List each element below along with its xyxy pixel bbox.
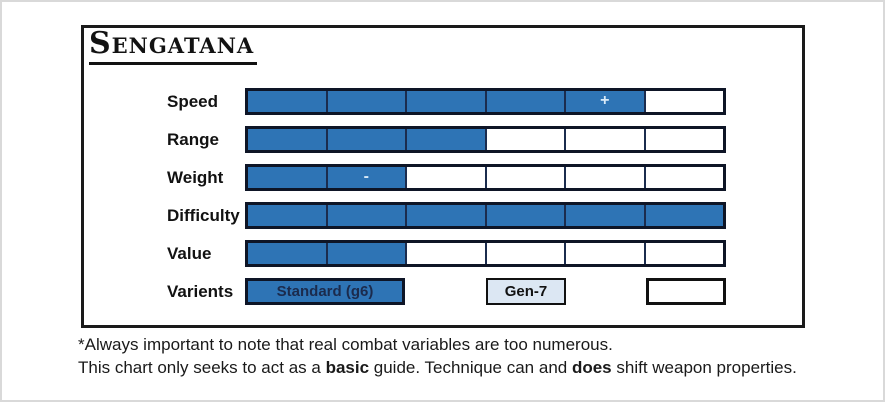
- footnote-line-1: *Always important to note that real comb…: [78, 335, 613, 354]
- stat-label-speed: Speed: [167, 92, 219, 111]
- bar-segment: [405, 91, 485, 112]
- bar-segment: [248, 167, 326, 188]
- bar-segment: [564, 167, 644, 188]
- bar-segment: [405, 129, 485, 150]
- bar-segment: -: [325, 167, 405, 188]
- bar-segment: [405, 243, 485, 264]
- bar-segment: [564, 243, 644, 264]
- bar-segment: [564, 205, 644, 226]
- stat-label-difficulty: Difficulty: [167, 206, 240, 225]
- bar-segment: [484, 205, 564, 226]
- bar-segment: [248, 205, 326, 226]
- stat-bar-difficulty: [245, 202, 726, 229]
- bar-segment: [643, 91, 723, 112]
- bar-segment: [643, 243, 723, 264]
- stat-label-varients: Varients: [167, 282, 234, 301]
- footnote-line-2: This chart only seeks to act as a basic …: [78, 357, 797, 378]
- variant-chip-empty: [646, 278, 726, 305]
- variant-chip-gen-7: Gen-7: [486, 278, 566, 305]
- bar-segment: [248, 91, 326, 112]
- variant-chip-standard-g6-: Standard (g6): [245, 278, 405, 305]
- bar-segment: +: [564, 91, 644, 112]
- bar-segment: [484, 129, 564, 150]
- bar-segment: [405, 205, 485, 226]
- bar-segment: [484, 243, 564, 264]
- bar-segment: [643, 205, 723, 226]
- bar-segment: [643, 129, 723, 150]
- stat-label-range: Range: [167, 130, 219, 149]
- stat-bar-value: [245, 240, 726, 267]
- bar-segment: [248, 129, 326, 150]
- bar-segment: [405, 167, 485, 188]
- weapon-title: Sengatana: [89, 27, 258, 65]
- footnote-text: shift weapon properties.: [611, 358, 797, 377]
- stat-label-weight: Weight: [167, 168, 224, 187]
- bar-segment: [325, 243, 405, 264]
- footnote-text: This chart only seeks to act as a: [78, 358, 326, 377]
- minus-modifier-icon: -: [363, 167, 369, 185]
- bar-segment: [325, 129, 405, 150]
- bar-segment: [484, 167, 564, 188]
- plus-modifier-icon: +: [600, 91, 610, 109]
- footnote-bold-text: does: [571, 358, 612, 377]
- bar-segment: [325, 91, 405, 112]
- bar-segment: [325, 205, 405, 226]
- stat-label-value: Value: [167, 244, 212, 263]
- bar-segment: [484, 91, 564, 112]
- footnote-text: guide. Technique can and: [369, 358, 572, 377]
- bar-segment: [643, 167, 723, 188]
- stat-bar-weight: -: [245, 164, 726, 191]
- footnote-bold-text: basic: [325, 358, 370, 377]
- stat-bar-speed: +: [245, 88, 726, 115]
- bar-segment: [248, 243, 326, 264]
- bar-segment: [564, 129, 644, 150]
- stat-bar-range: [245, 126, 726, 153]
